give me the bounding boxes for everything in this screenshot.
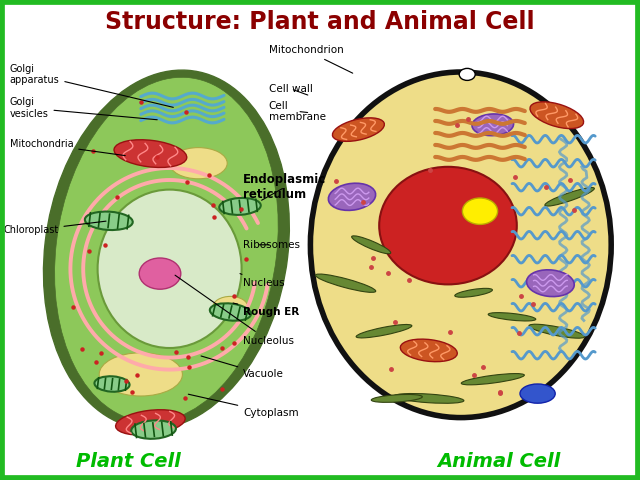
Ellipse shape xyxy=(371,395,422,402)
Ellipse shape xyxy=(140,258,181,289)
Ellipse shape xyxy=(85,212,132,230)
Text: Ribosomes: Ribosomes xyxy=(243,240,300,250)
Ellipse shape xyxy=(114,140,187,168)
Ellipse shape xyxy=(379,167,517,284)
Ellipse shape xyxy=(545,188,595,206)
Ellipse shape xyxy=(99,353,182,396)
Text: Structure: Plant and Animal Cell: Structure: Plant and Animal Cell xyxy=(105,10,535,34)
Text: Vacuole: Vacuole xyxy=(201,356,284,379)
Ellipse shape xyxy=(461,373,524,385)
Text: Nucleus: Nucleus xyxy=(240,274,285,288)
Text: Animal Cell: Animal Cell xyxy=(438,452,561,471)
Text: Mitochondrion: Mitochondrion xyxy=(269,46,353,73)
Text: Mitochondria: Mitochondria xyxy=(10,139,125,156)
Ellipse shape xyxy=(351,236,391,254)
Ellipse shape xyxy=(210,303,251,321)
Ellipse shape xyxy=(527,270,574,297)
Ellipse shape xyxy=(530,102,584,129)
Ellipse shape xyxy=(95,376,129,392)
Ellipse shape xyxy=(220,198,260,215)
Ellipse shape xyxy=(316,274,376,292)
Text: Rough ER: Rough ER xyxy=(233,303,300,317)
Ellipse shape xyxy=(520,384,556,403)
Ellipse shape xyxy=(455,288,492,297)
Text: Golgi
apparatus: Golgi apparatus xyxy=(10,64,173,108)
Ellipse shape xyxy=(356,324,412,338)
Text: Cytoplasm: Cytoplasm xyxy=(188,394,299,418)
Ellipse shape xyxy=(98,190,242,348)
Ellipse shape xyxy=(328,183,376,210)
Ellipse shape xyxy=(488,312,536,321)
Ellipse shape xyxy=(460,69,476,81)
Ellipse shape xyxy=(116,410,185,435)
Text: Nucleolus: Nucleolus xyxy=(175,275,294,346)
Ellipse shape xyxy=(394,394,464,403)
Ellipse shape xyxy=(332,118,385,142)
Ellipse shape xyxy=(44,70,289,429)
Text: Cell wall: Cell wall xyxy=(269,84,313,95)
Ellipse shape xyxy=(401,339,457,361)
Text: Endoplasmic
reticulum: Endoplasmic reticulum xyxy=(243,173,326,201)
Text: Chloroplast: Chloroplast xyxy=(3,221,106,235)
Ellipse shape xyxy=(131,420,176,439)
Ellipse shape xyxy=(310,72,611,418)
Text: Plant Cell: Plant Cell xyxy=(76,452,180,471)
Ellipse shape xyxy=(472,114,513,136)
Text: Cell
membrane: Cell membrane xyxy=(269,101,326,122)
Ellipse shape xyxy=(462,198,498,224)
Text: Golgi
vesicles: Golgi vesicles xyxy=(10,97,157,120)
Ellipse shape xyxy=(212,296,248,318)
Ellipse shape xyxy=(529,324,585,338)
Ellipse shape xyxy=(170,148,227,179)
Ellipse shape xyxy=(54,77,278,422)
